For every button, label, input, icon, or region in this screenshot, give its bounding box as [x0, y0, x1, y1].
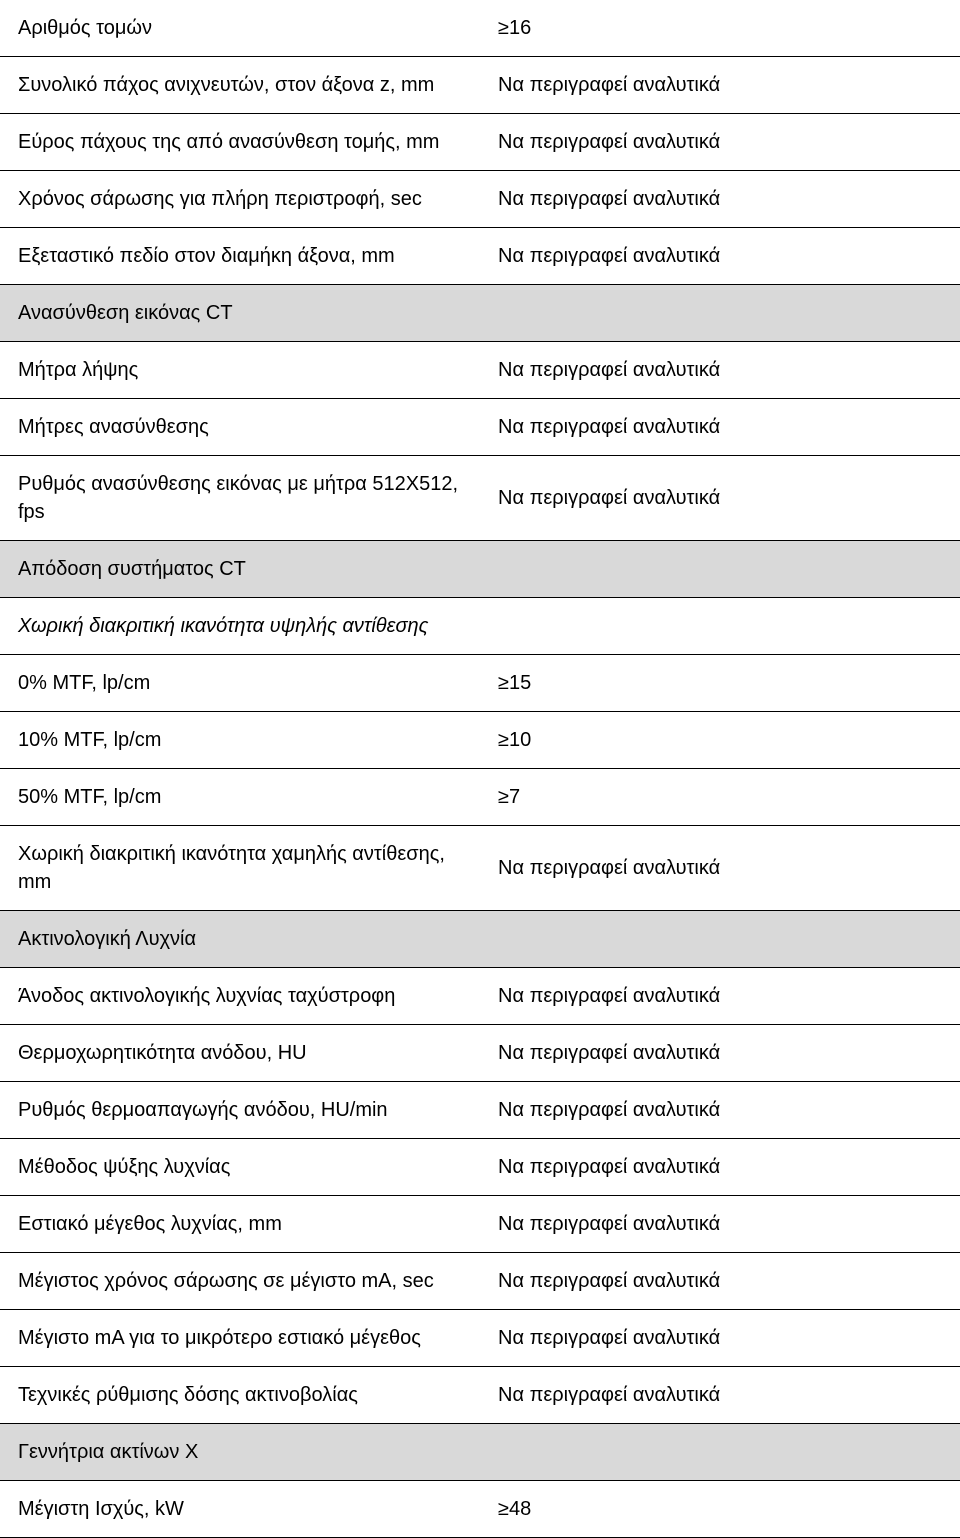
table-row: Μήτρες ανασύνθεσηςΝα περιγραφεί αναλυτικ… — [0, 399, 960, 456]
table-row: Μέγιστος χρόνος σάρωσης σε μέγιστο mA, s… — [0, 1253, 960, 1310]
table-row: Αριθμός τομών≥16 — [0, 0, 960, 57]
spec-value: Να περιγραφεί αναλυτικά — [480, 1367, 960, 1424]
section-header: Ανασύνθεση εικόνας CT — [0, 285, 960, 342]
spec-label: Μέγιστη Ισχύς, kW — [0, 1481, 480, 1538]
spec-value: ≥48 — [480, 1481, 960, 1538]
spec-label: 50% MTF, lp/cm — [0, 769, 480, 826]
spec-label: Ρυθμός ανασύνθεσης εικόνας με μήτρα 512Χ… — [0, 456, 480, 541]
table-row: Χωρική διακριτική ικανότητα υψηλής αντίθ… — [0, 598, 960, 655]
spec-label: Συνολικό πάχος ανιχνευτών, στον άξονα z,… — [0, 57, 480, 114]
table-row: Ανασύνθεση εικόνας CT — [0, 285, 960, 342]
spec-label: Εύρος πάχους της από ανασύνθεση τομής, m… — [0, 114, 480, 171]
spec-value: Να περιγραφεί αναλυτικά — [480, 171, 960, 228]
spec-label: Εξεταστικό πεδίο στον διαμήκη άξονα, mm — [0, 228, 480, 285]
spec-label: Ρυθμός θερμοαπαγωγής ανόδου, HU/min — [0, 1082, 480, 1139]
table-row: Ρυθμός θερμοαπαγωγής ανόδου, HU/minΝα πε… — [0, 1082, 960, 1139]
table-row: Τεχνικές ρύθμισης δόσης ακτινοβολίαςΝα π… — [0, 1367, 960, 1424]
spec-value: ≥16 — [480, 0, 960, 57]
spec-value: Να περιγραφεί αναλυτικά — [480, 399, 960, 456]
spec-label: Χωρική διακριτική ικανότητα χαμηλής αντί… — [0, 826, 480, 911]
spec-label: Τεχνικές ρύθμισης δόσης ακτινοβολίας — [0, 1367, 480, 1424]
spec-label: Μήτρες ανασύνθεσης — [0, 399, 480, 456]
spec-label: Μέθοδος ψύξης λυχνίας — [0, 1139, 480, 1196]
spec-label: Άνοδος ακτινολογικής λυχνίας ταχύστροφη — [0, 968, 480, 1025]
spec-label: Εστιακό μέγεθος λυχνίας, mm — [0, 1196, 480, 1253]
spec-value: Να περιγραφεί αναλυτικά — [480, 342, 960, 399]
table-row: Χωρική διακριτική ικανότητα χαμηλής αντί… — [0, 826, 960, 911]
spec-value: Να περιγραφεί αναλυτικά — [480, 114, 960, 171]
table-row: 0% MTF, lp/cm≥15 — [0, 655, 960, 712]
table-row: Χρόνος σάρωσης για πλήρη περιστροφή, sec… — [0, 171, 960, 228]
spec-label: Μήτρα λήψης — [0, 342, 480, 399]
spec-label: Θερμοχωρητικότητα ανόδου, HU — [0, 1025, 480, 1082]
spec-label: Χρόνος σάρωσης για πλήρη περιστροφή, sec — [0, 171, 480, 228]
spec-value: Να περιγραφεί αναλυτικά — [480, 57, 960, 114]
table-row: Ακτινολογική Λυχνία — [0, 911, 960, 968]
spec-label: Μέγιστος χρόνος σάρωσης σε μέγιστο mA, s… — [0, 1253, 480, 1310]
table-row: Ρυθμός ανασύνθεσης εικόνας με μήτρα 512Χ… — [0, 456, 960, 541]
table-row: Θερμοχωρητικότητα ανόδου, HUΝα περιγραφε… — [0, 1025, 960, 1082]
table-row: Μέγιστο mA για το μικρότερο εστιακό μέγε… — [0, 1310, 960, 1367]
table-row: Μήτρα λήψηςΝα περιγραφεί αναλυτικά — [0, 342, 960, 399]
section-header: Απόδοση συστήματος CT — [0, 541, 960, 598]
spec-value: Να περιγραφεί αναλυτικά — [480, 826, 960, 911]
table-row: Μέγιστη Ισχύς, kW≥48 — [0, 1481, 960, 1538]
table-row: Απόδοση συστήματος CT — [0, 541, 960, 598]
spec-value: Να περιγραφεί αναλυτικά — [480, 456, 960, 541]
section-header: Γεννήτρια ακτίνων Χ — [0, 1424, 960, 1481]
spec-label: Αριθμός τομών — [0, 0, 480, 57]
spec-label: Μέγιστο mA για το μικρότερο εστιακό μέγε… — [0, 1310, 480, 1367]
spec-label: 10% MTF, lp/cm — [0, 712, 480, 769]
subsection-header: Χωρική διακριτική ικανότητα υψηλής αντίθ… — [0, 598, 960, 655]
spec-value: Να περιγραφεί αναλυτικά — [480, 1139, 960, 1196]
table-row: 50% MTF, lp/cm≥7 — [0, 769, 960, 826]
spec-value: Να περιγραφεί αναλυτικά — [480, 968, 960, 1025]
spec-value: Να περιγραφεί αναλυτικά — [480, 1025, 960, 1082]
table-row: Εστιακό μέγεθος λυχνίας, mmΝα περιγραφεί… — [0, 1196, 960, 1253]
spec-value: Να περιγραφεί αναλυτικά — [480, 1253, 960, 1310]
spec-value: ≥15 — [480, 655, 960, 712]
table-row: Συνολικό πάχος ανιχνευτών, στον άξονα z,… — [0, 57, 960, 114]
spec-table: Αριθμός τομών≥16Συνολικό πάχος ανιχνευτώ… — [0, 0, 960, 1538]
table-row: Άνοδος ακτινολογικής λυχνίας ταχύστροφηΝ… — [0, 968, 960, 1025]
section-header: Ακτινολογική Λυχνία — [0, 911, 960, 968]
spec-value: ≥7 — [480, 769, 960, 826]
spec-value: Να περιγραφεί αναλυτικά — [480, 1310, 960, 1367]
table-row: Γεννήτρια ακτίνων Χ — [0, 1424, 960, 1481]
spec-value: Να περιγραφεί αναλυτικά — [480, 228, 960, 285]
spec-label: 0% MTF, lp/cm — [0, 655, 480, 712]
table-row: Εύρος πάχους της από ανασύνθεση τομής, m… — [0, 114, 960, 171]
table-row: Μέθοδος ψύξης λυχνίαςΝα περιγραφεί αναλυ… — [0, 1139, 960, 1196]
spec-value: ≥10 — [480, 712, 960, 769]
table-row: Εξεταστικό πεδίο στον διαμήκη άξονα, mmΝ… — [0, 228, 960, 285]
table-row: 10% MTF, lp/cm≥10 — [0, 712, 960, 769]
spec-value: Να περιγραφεί αναλυτικά — [480, 1196, 960, 1253]
spec-value: Να περιγραφεί αναλυτικά — [480, 1082, 960, 1139]
